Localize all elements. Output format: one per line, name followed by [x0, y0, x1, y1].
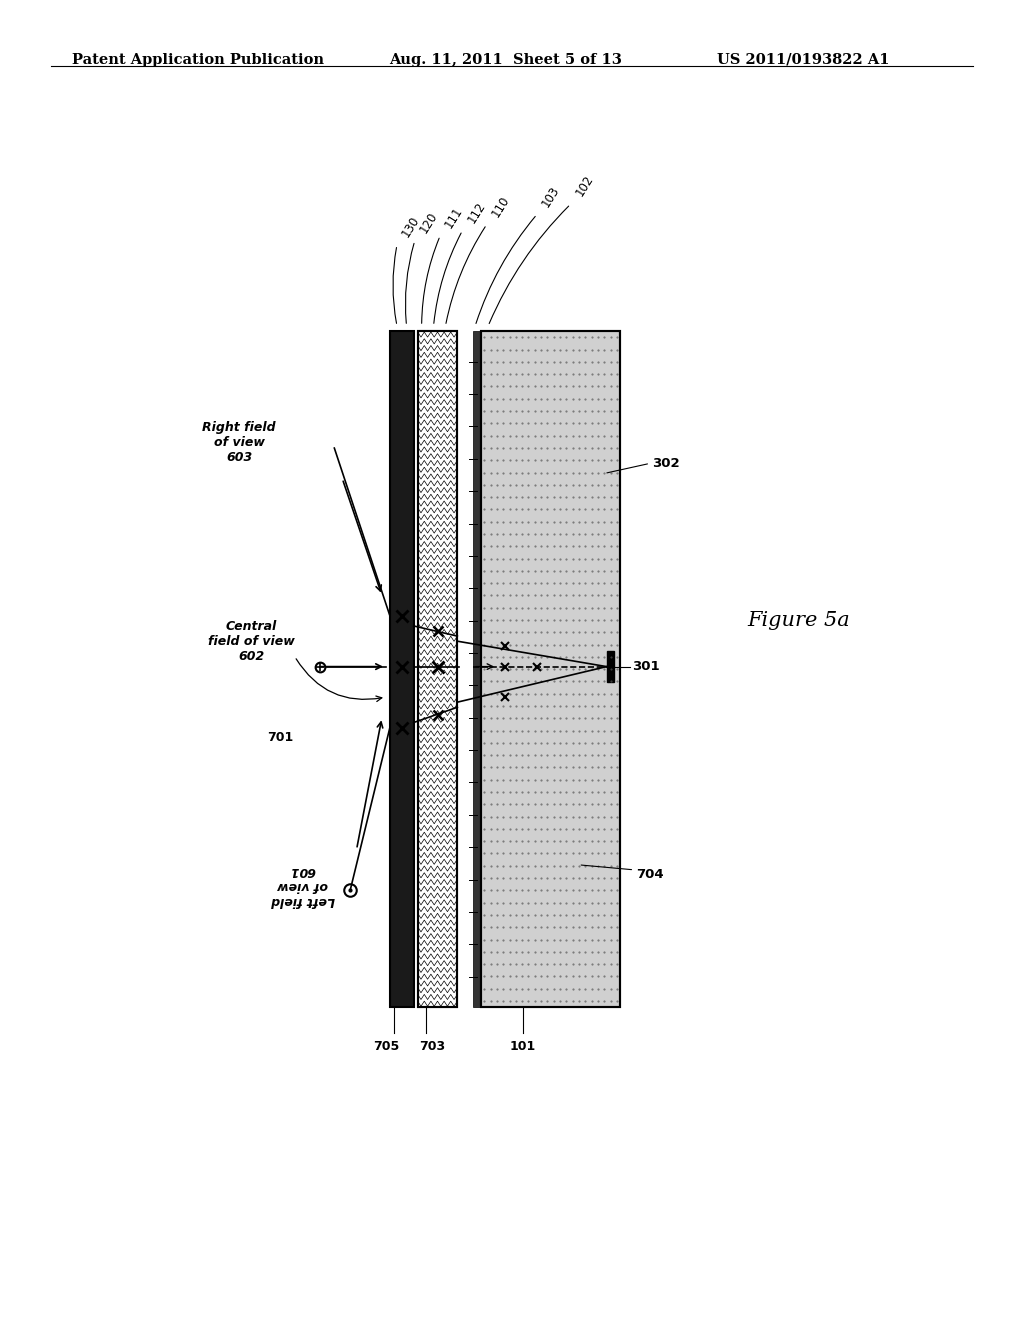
Bar [481, 331, 621, 1007]
Bar [606, 651, 614, 682]
Bar [473, 331, 479, 1007]
Bar [481, 331, 621, 1007]
Text: 102: 102 [573, 173, 596, 199]
Text: US 2011/0193822 A1: US 2011/0193822 A1 [717, 53, 889, 67]
Text: Figure 5a: Figure 5a [748, 611, 850, 631]
Text: 103: 103 [540, 183, 562, 210]
Bar [418, 331, 458, 1007]
Text: 110: 110 [489, 194, 512, 219]
Text: 704: 704 [636, 869, 664, 882]
Text: 302: 302 [652, 457, 679, 470]
Text: 130: 130 [399, 214, 422, 240]
Text: 301: 301 [632, 660, 659, 673]
Bar [418, 331, 458, 1007]
Text: Central
field of view
602: Central field of view 602 [208, 619, 294, 663]
Text: Patent Application Publication: Patent Application Publication [72, 53, 324, 67]
Text: Left field
of view
601: Left field of view 601 [270, 863, 335, 907]
Text: 703: 703 [419, 1040, 445, 1052]
Text: 111: 111 [442, 205, 466, 231]
Text: 112: 112 [465, 199, 487, 226]
Text: Aug. 11, 2011  Sheet 5 of 13: Aug. 11, 2011 Sheet 5 of 13 [389, 53, 622, 67]
Text: 120: 120 [417, 210, 440, 236]
Text: 101: 101 [510, 1040, 536, 1052]
Text: 701: 701 [267, 731, 293, 744]
Text: Right field
of view
603: Right field of view 603 [203, 421, 275, 465]
Text: 705: 705 [373, 1040, 399, 1052]
Bar [390, 331, 414, 1007]
